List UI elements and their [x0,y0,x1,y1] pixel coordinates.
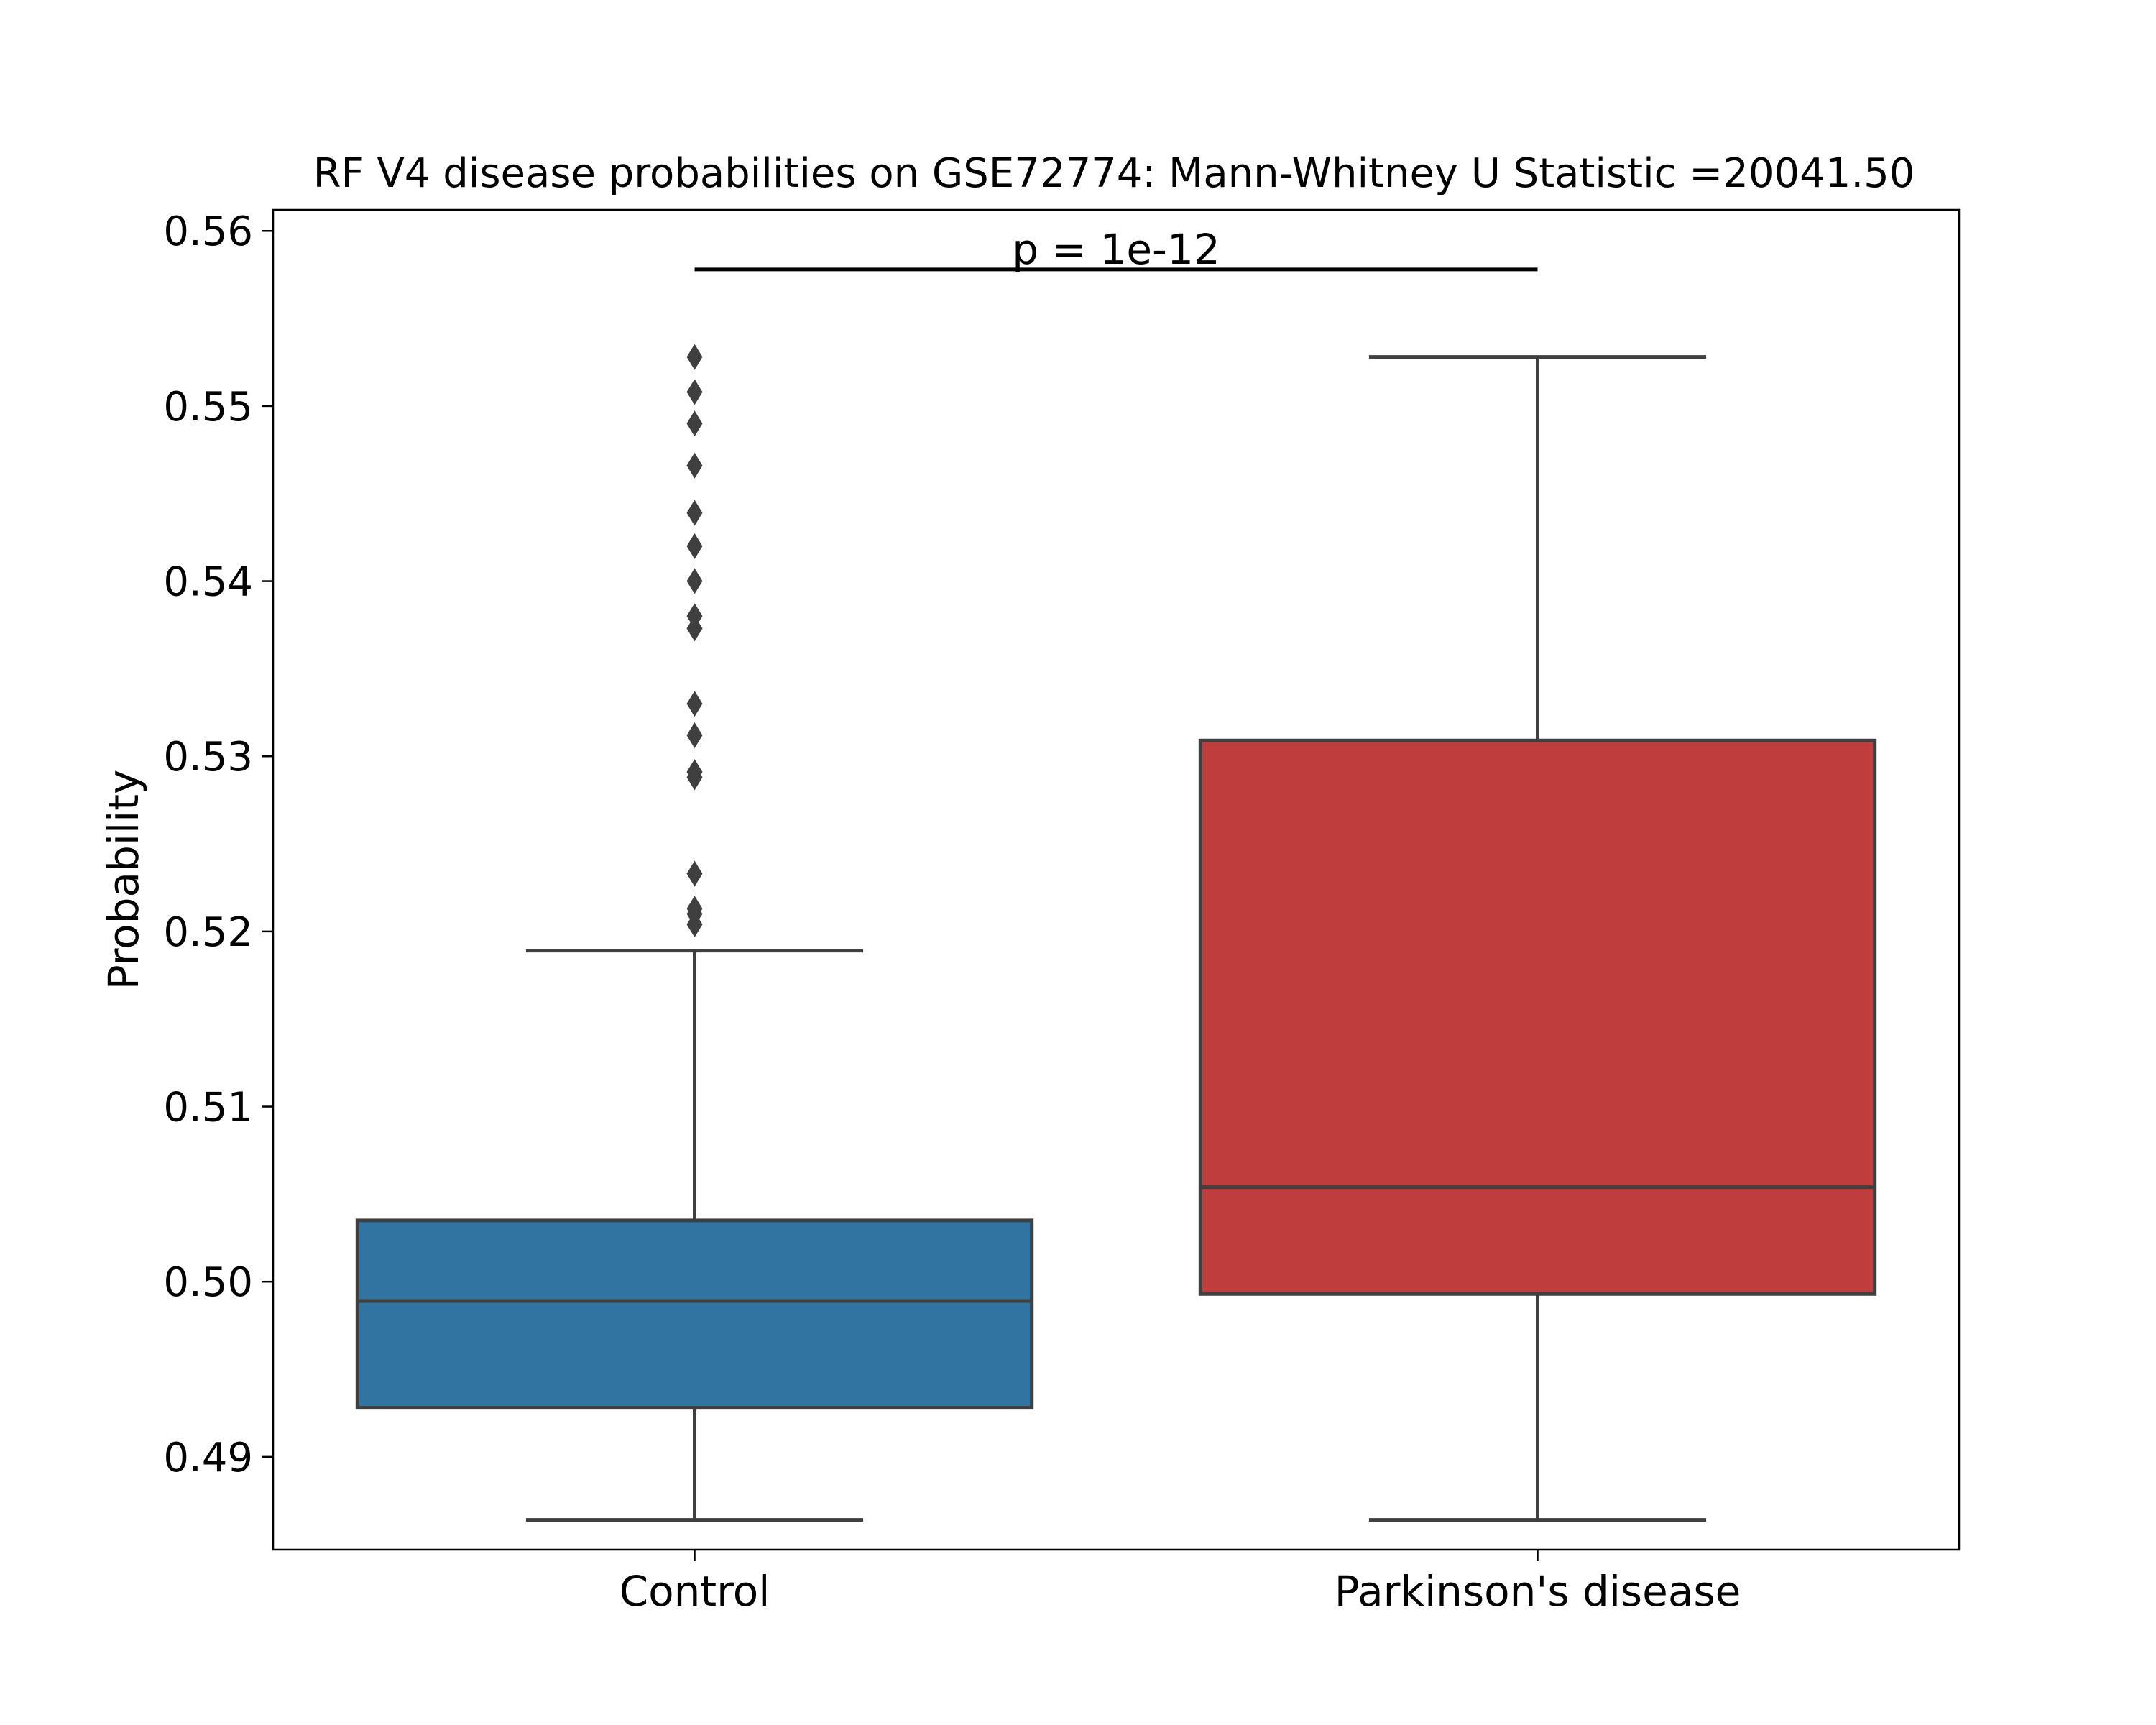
x-axis: Control Parkinson's disease [619,1550,1741,1616]
outlier-point [686,344,703,370]
y-tick-label: 0.52 [163,909,253,956]
outlier-point [686,568,703,594]
outlier-point [686,379,703,405]
outlier-point [686,603,703,630]
x-tick-label: Parkinson's disease [1335,1567,1741,1616]
iqr-box [355,1218,1034,1410]
y-tick-label: 0.55 [163,384,253,431]
y-axis: 0.49 0.50 0.51 0.52 0.53 0.54 0.55 0.56 [163,208,273,1481]
outlier-point [686,533,703,559]
y-tick-label: 0.54 [163,559,253,606]
outlier-point [686,722,703,748]
y-tick-label: 0.49 [163,1435,253,1481]
outlier-point [686,452,703,479]
box-group [1198,355,1877,1522]
p-value-label: p = 1e-12 [1012,225,1220,274]
y-tick-label: 0.50 [163,1259,253,1306]
outlier-point [686,691,703,717]
y-tick-label: 0.56 [163,208,253,255]
outlier-point [686,860,703,887]
significance-annotation: p = 1e-12 [694,225,1538,274]
outlier-point [686,759,703,786]
y-tick-label: 0.51 [163,1085,253,1131]
plot-area [355,344,1877,1522]
box-group [355,344,1034,1522]
x-tick-label: Control [619,1567,770,1616]
plot-frame [272,208,1961,1551]
iqr-box [1198,738,1877,1296]
y-tick-label: 0.53 [163,734,253,781]
y-axis-label: Probability [99,770,148,990]
chart-title: RF V4 disease probabilities on GSE72774:… [313,150,1915,197]
outlier-point [686,896,703,922]
outlier-point [686,410,703,437]
outlier-point [686,500,703,526]
